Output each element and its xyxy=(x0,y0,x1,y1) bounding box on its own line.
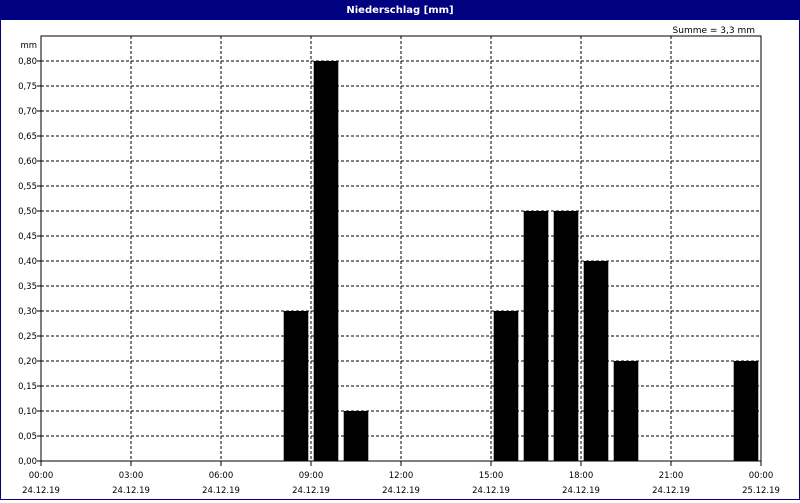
y-axis-label: mm xyxy=(20,41,37,51)
bar xyxy=(733,361,759,461)
axes xyxy=(37,35,762,466)
x-tick-time: 00:00 xyxy=(749,471,774,481)
x-tick-date: 24.12.19 xyxy=(562,486,600,496)
bar xyxy=(523,211,549,461)
x-tick-date: 24.12.19 xyxy=(112,486,150,496)
x-tick-date: 24.12.19 xyxy=(22,486,60,496)
bar xyxy=(343,411,369,461)
bar xyxy=(613,361,639,461)
bar xyxy=(493,311,519,461)
x-tick-time: 18:00 xyxy=(569,471,594,481)
y-tick-label: 0,25 xyxy=(18,332,37,342)
x-tick-time: 12:00 xyxy=(389,471,414,481)
y-tick-label: 0,60 xyxy=(18,157,37,167)
bar xyxy=(583,261,609,461)
y-tick-label: 0,70 xyxy=(18,107,37,117)
chart-area: 0,00 0,05 0,10 0,15 0,20 0,25 0,30 0,35 0,40 0,45… xyxy=(1,20,799,503)
x-tick-time: 21:00 xyxy=(659,471,684,481)
grid-lines xyxy=(41,36,761,461)
y-tick-label: 0,35 xyxy=(18,282,37,292)
x-tick-labels: 00:00 24.12.19 03:00 24.12.19 06:00 24.12.19 0… xyxy=(22,471,780,496)
y-tick-label: 0,80 xyxy=(18,57,37,67)
x-tick-time: 00:00 xyxy=(29,471,54,481)
x-tick-date: 24.12.19 xyxy=(382,486,420,496)
x-tick-date: 24.12.19 xyxy=(472,486,510,496)
y-tick-label: 0,05 xyxy=(18,432,37,442)
bar xyxy=(313,61,339,461)
x-tick-time: 06:00 xyxy=(209,471,234,481)
sum-label: Summe = 3,3 mm xyxy=(672,26,755,36)
window-title: Niederschlag [mm] xyxy=(1,1,799,20)
x-tick-date: 24.12.19 xyxy=(292,486,330,496)
x-tick-time: 03:00 xyxy=(119,471,144,481)
y-tick-label: 0,50 xyxy=(18,207,37,217)
plot-frame xyxy=(40,35,762,462)
y-tick-label: 0,75 xyxy=(18,82,37,92)
y-tick-label: 0,10 xyxy=(18,407,37,417)
y-tick-label: 0,15 xyxy=(18,382,37,392)
x-tick-date: 25.12.19 xyxy=(742,486,780,496)
y-tick-label: 0,00 xyxy=(18,457,37,467)
y-tick-label: 0,55 xyxy=(18,182,37,192)
y-tick-label: 0,65 xyxy=(18,132,37,142)
y-tick-label: 0,30 xyxy=(18,307,37,317)
x-tick-date: 24.12.19 xyxy=(652,486,690,496)
bar xyxy=(553,211,579,461)
precipitation-chart: 0,00 0,05 0,10 0,15 0,20 0,25 0,30 0,35 0,40 0,45… xyxy=(18,35,780,496)
x-tick-time: 15:00 xyxy=(479,471,504,481)
bars xyxy=(283,61,759,461)
x-tick-date: 24.12.19 xyxy=(202,486,240,496)
y-tick-labels: 0,00 0,05 0,10 0,15 0,20 0,25 0,30 0,35 0,40 0,45… xyxy=(18,57,37,467)
y-tick-label: 0,20 xyxy=(18,357,37,367)
y-tick-label: 0,40 xyxy=(18,257,37,267)
bar xyxy=(283,311,309,461)
x-tick-time: 09:00 xyxy=(299,471,324,481)
y-tick-label: 0,45 xyxy=(18,232,37,242)
